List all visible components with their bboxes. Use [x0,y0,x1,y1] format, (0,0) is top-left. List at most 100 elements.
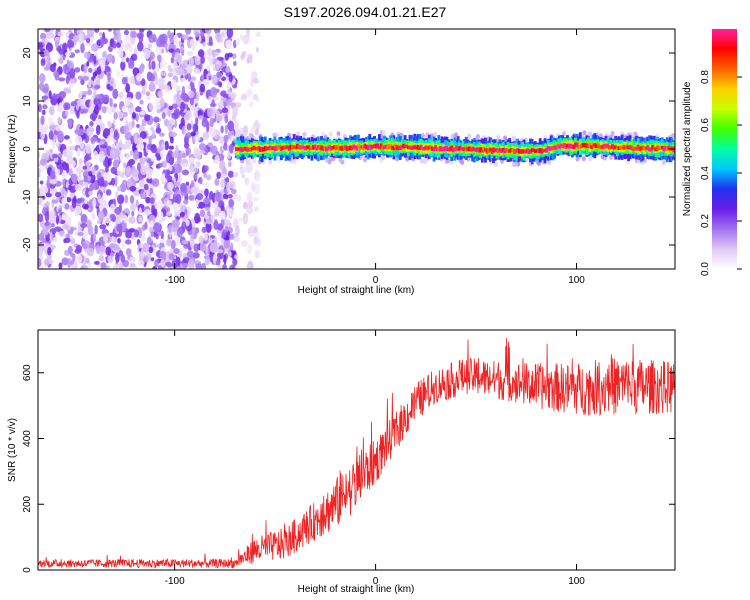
spectrogram-cell [43,83,49,94]
spectrogram-band-cell [427,145,431,150]
spectrogram-band-cell [595,144,598,148]
spectrogram-cell [131,235,136,241]
spectrogram-cell [155,38,160,45]
spectrogram-cell [172,66,180,77]
spectrogram-band-cell [426,146,430,151]
spectrogram-band-cell [405,144,409,148]
spectrogram-band-cell [524,149,528,154]
spectrogram-band-cell [648,147,651,152]
spectrogram-cell [216,56,224,61]
spectrogram-cell [97,171,102,179]
spectrogram-cell [91,166,96,176]
spectrogram-cell [217,251,224,260]
spectrogram-cell [62,223,69,230]
snr-ticks: -100 0 100 0 200 400 600 [22,330,675,587]
spectrogram-band-cell [519,149,523,154]
spectrogram-band-cell [593,142,597,148]
spectrogram-cell [100,64,106,72]
spectrogram-cell [42,104,48,110]
spectrogram-cell [246,88,252,99]
spectrogram-band-cell [509,148,513,152]
spectrogram-band-cell [514,149,518,153]
spectrogram-cell [191,45,196,51]
spectrogram-cell [61,257,69,264]
spectrogram-cell [199,83,206,93]
spectrogram-band-cell [297,144,301,149]
spectrogram-band-cell [439,146,442,152]
spectrogram-cell [208,36,213,46]
spectrogram-band-cell [525,148,529,153]
spectrogram-cell [220,173,228,179]
spectrogram-cell [250,77,254,88]
spectrogram-cell [98,101,102,111]
spectrogram-cell [177,68,185,76]
spectrogram-cell [226,81,231,91]
spectrogram-cell [77,164,82,175]
spectrogram-cell [102,233,111,238]
spectrogram-cell [77,75,83,80]
snr-xtick-label: -100 [165,576,185,587]
spectrogram-band-cell [339,146,343,151]
spectrogram-cell [118,48,124,59]
spectrogram-band-cell [622,144,626,150]
spectrogram-cell [231,78,236,84]
spectrogram-band-cell [447,147,450,152]
spectrogram-cell [420,133,425,139]
spectrogram-band-cell [263,145,267,151]
spectrogram-cell [54,191,62,198]
spectrogram-cell [210,214,216,221]
spectrogram-band-cell [371,145,375,149]
spectrogram-cell [132,67,140,76]
spectrogram-cell [216,71,222,79]
spectrogram-band-cell [488,147,492,152]
spectrogram-cell [183,142,190,149]
spectrogram-cell [126,97,132,102]
spectrogram-cell [121,179,128,189]
spectrogram-cell [238,217,243,222]
spectrogram-band-cell [583,142,587,148]
spectrogram-cell [189,38,195,47]
spectrogram-band-cell [615,143,619,150]
spectrogram-cell [199,149,206,155]
spectrogram-cell [159,97,165,108]
spectrogram-cell [68,145,76,151]
snr-ytick-label: 400 [22,430,33,447]
spectrogram-band-cell [604,143,608,149]
spectrogram-cell [208,190,214,200]
spectrogram-band-cell [254,147,258,151]
spectrogram-band-cell [403,144,407,148]
spectrogram-cell [230,91,237,99]
spectrogram-cell [116,223,123,233]
spectrogram-cell [135,144,141,149]
spectrogram-cell [49,63,56,73]
spectrogram-cell [49,209,56,219]
spectrogram-band-cell [445,145,449,151]
spectrogram-cell [47,247,52,256]
spectrogram-cell [179,211,185,218]
spectrogram-cell [146,169,152,180]
spectrogram-cell [137,137,144,144]
spectrogram-cell [229,199,235,207]
spectrogram-cell [74,129,82,135]
spectrogram-band-cell [479,147,483,153]
spectrogram-cell [123,162,127,168]
spectrogram-cell [146,237,152,246]
spectrogram-cell [96,66,102,75]
spectrogram-band-cell [423,146,426,151]
spectrogram-cell [38,257,42,268]
spectrogram-band-cell [424,145,428,150]
spectrogram-cell [98,255,105,262]
spectrogram-cell [94,84,101,90]
spectrogram-cell [73,67,81,73]
spectrogram-cell [248,132,253,138]
spectrogram-cell [135,113,139,122]
spectrogram-cell [204,188,209,197]
spectrogram-cell [433,131,438,137]
spectrogram-cell [164,85,171,93]
spectrogram-cell [136,123,140,128]
spectrogram-cell [107,122,113,128]
spectrogram-band-cell [656,145,659,151]
spectrogram-band-cell [582,143,585,151]
spectrogram-cell [156,109,161,114]
